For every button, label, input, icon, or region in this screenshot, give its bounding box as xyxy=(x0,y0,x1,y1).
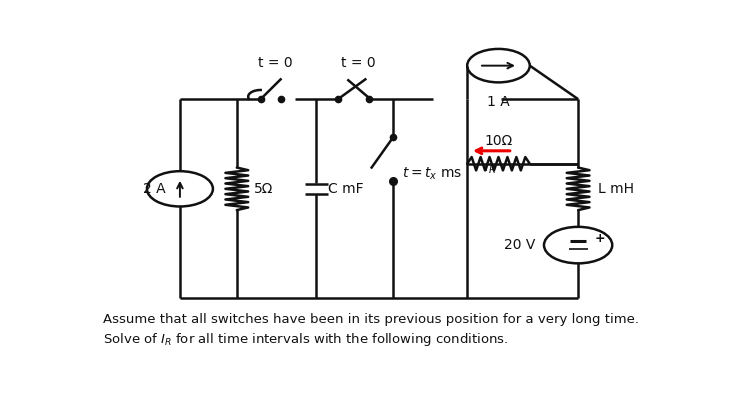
Text: t = 0: t = 0 xyxy=(341,56,375,70)
Text: $t = t_x$ ms: $t = t_x$ ms xyxy=(401,166,462,182)
Text: L mH: L mH xyxy=(598,182,634,196)
Text: 20 V: 20 V xyxy=(504,238,535,252)
Text: Assume that all switches have been in its previous position for a very long time: Assume that all switches have been in it… xyxy=(103,313,639,326)
Text: C mF: C mF xyxy=(328,182,363,196)
Text: 1 A: 1 A xyxy=(487,94,510,109)
Text: t = 0: t = 0 xyxy=(258,56,292,70)
Text: 5Ω: 5Ω xyxy=(254,182,273,196)
Text: 10Ω: 10Ω xyxy=(484,134,512,148)
Text: Solve of $I_R$ for all time intervals with the following conditions.: Solve of $I_R$ for all time intervals wi… xyxy=(103,331,509,348)
Text: +: + xyxy=(595,232,605,245)
Text: 2 A: 2 A xyxy=(143,182,166,196)
Text: $I_R$: $I_R$ xyxy=(484,159,496,176)
